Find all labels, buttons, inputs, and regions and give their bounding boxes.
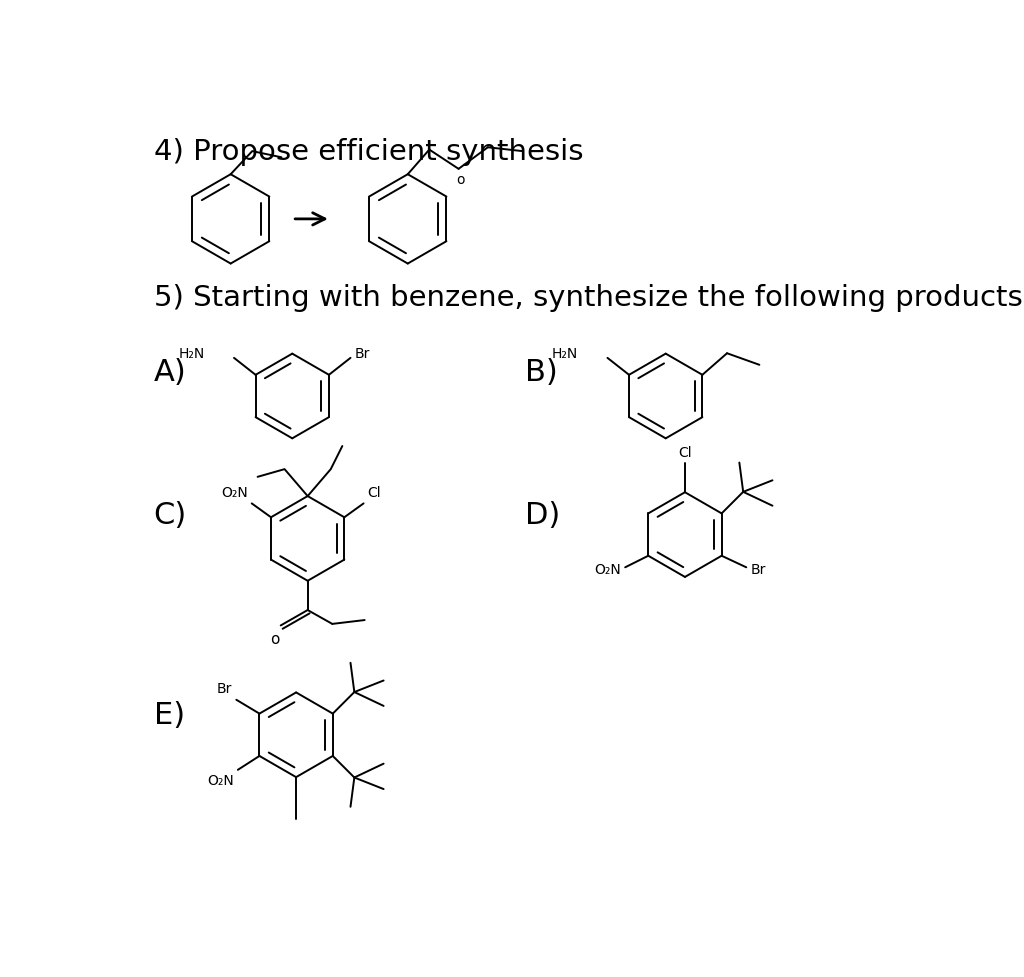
Text: 4) Propose efficient synthesis: 4) Propose efficient synthesis bbox=[154, 138, 583, 166]
Text: A): A) bbox=[154, 359, 186, 387]
Text: O₂N: O₂N bbox=[221, 486, 248, 499]
Text: Cl: Cl bbox=[368, 486, 381, 499]
Text: Br: Br bbox=[354, 347, 370, 361]
Text: C): C) bbox=[154, 501, 187, 530]
Text: o: o bbox=[270, 631, 280, 647]
Text: Cl: Cl bbox=[678, 446, 692, 460]
Text: B): B) bbox=[524, 359, 557, 387]
Text: 5) Starting with benzene, synthesize the following products: 5) Starting with benzene, synthesize the… bbox=[154, 284, 1022, 313]
Text: o: o bbox=[456, 174, 464, 188]
Text: D): D) bbox=[524, 501, 560, 530]
Text: Br: Br bbox=[217, 682, 232, 696]
Text: H₂N: H₂N bbox=[178, 347, 205, 361]
Text: H₂N: H₂N bbox=[552, 347, 579, 361]
Text: O₂N: O₂N bbox=[595, 563, 622, 576]
Text: O₂N: O₂N bbox=[207, 774, 234, 787]
Text: E): E) bbox=[154, 701, 184, 730]
Text: Br: Br bbox=[751, 563, 766, 576]
